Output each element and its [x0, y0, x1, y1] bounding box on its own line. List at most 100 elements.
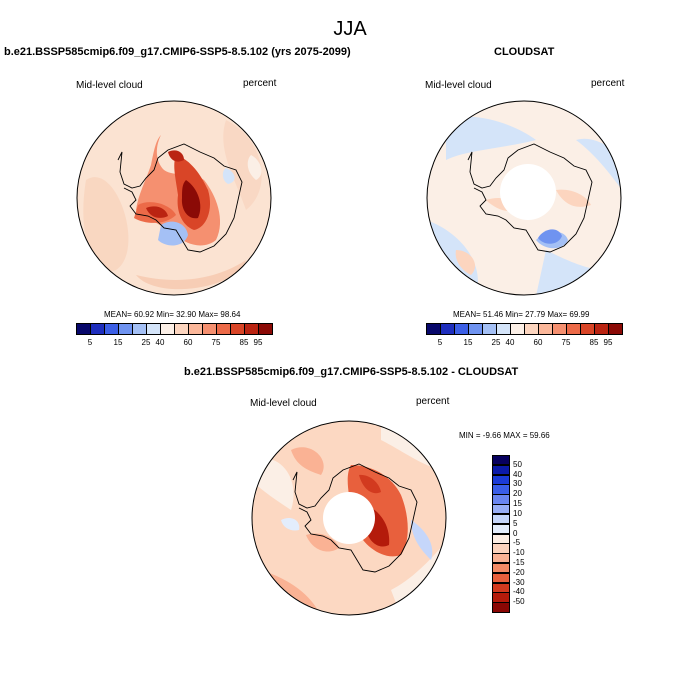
panel3-min-label: MIN =	[459, 431, 481, 440]
panel2-mean-value: 51.46	[483, 310, 504, 319]
panel3-colorbar-tick-label: 30	[513, 479, 522, 489]
panel1-mean-label: MEAN=	[104, 310, 132, 319]
panel3-colorbar-tick-label: 0	[513, 528, 518, 538]
panel3-colorbar-tick-label: 40	[513, 469, 522, 479]
panel3-colorbar-tick-label: -40	[513, 587, 525, 597]
panel3-colorbar-tick-label: -20	[513, 567, 525, 577]
panel1-colorbar-swatch	[174, 323, 189, 335]
panel3-colorbar-swatch	[492, 464, 510, 476]
panel2-colorbar-tick-label: 60	[533, 338, 543, 347]
panel3-variable-label: Mid-level cloud	[250, 398, 317, 409]
panel1-stats: MEAN= 60.92 Min= 32.90 Max= 98.64	[104, 310, 240, 319]
panel1-colorbar-swatch	[146, 323, 161, 335]
panel3-colorbar-swatch	[492, 553, 510, 564]
panel3-max-value: 59.66	[529, 431, 550, 440]
panel1-min-value: 32.90	[176, 310, 197, 319]
panel1-colorbar-labels: 5 15 25 40 60 75 85 95	[76, 338, 272, 350]
panel2-colorbar-swatch	[608, 323, 623, 335]
panel2-min-value: 27.79	[525, 310, 546, 319]
panel1-colorbar-tick-label: 95	[253, 338, 263, 347]
panel1-colorbar-tick-label: 15	[113, 338, 123, 347]
panel3-colorbar-swatch	[492, 484, 510, 495]
panel3-colorbar-swatch	[492, 592, 510, 603]
panel3-units-label: percent	[416, 396, 450, 407]
panel3-colorbar-tick-label: 20	[513, 489, 522, 499]
panel3-colorbar-swatch	[492, 572, 510, 584]
panel1-colorbar-swatch	[76, 323, 91, 335]
panel3-colorbar-swatch	[492, 562, 510, 574]
panel2-colorbar-swatch	[580, 323, 595, 335]
panel3-colorbar-swatch	[492, 513, 510, 525]
panel1-colorbar-tick-label: 40	[155, 338, 165, 347]
panel3-colorbar-swatch	[492, 523, 510, 534]
panel3-colorbar-swatch	[492, 474, 510, 485]
panel3-colorbar-labels: 50 40 30 20 15 10 5 0 -5 -10 -15 -20 -30 -40 -50	[513, 455, 543, 612]
panel1-colorbar	[76, 323, 273, 335]
panel3-colorbar-swatch	[492, 582, 510, 593]
panel3-colorbar-swatch	[492, 504, 510, 515]
panel2-colorbar-tick-label: 40	[505, 338, 515, 347]
panel2-stats: MEAN= 51.46 Min= 27.79 Max= 69.99	[453, 310, 589, 319]
panel1-colorbar-swatch	[230, 323, 245, 335]
panel2-colorbar-tick-label: 25	[491, 338, 501, 347]
panel1-polar-map	[76, 100, 272, 296]
panel3-max-label: MAX =	[503, 431, 528, 440]
panel2-polar-map	[426, 100, 622, 296]
panel3-colorbar-swatch	[492, 533, 510, 544]
panel1-mean-value: 60.92	[134, 310, 155, 319]
panel2-colorbar-swatch	[468, 323, 483, 335]
figure-title: JJA	[333, 18, 367, 40]
panel3-title: b.e21.BSSP585cmip6.f09_g17.CMIP6-SSP5-8.…	[184, 366, 519, 378]
panel3-colorbar-swatch	[492, 543, 510, 554]
panel2-colorbar-swatch	[566, 323, 581, 335]
panel2-colorbar-swatch	[426, 323, 441, 335]
panel2-variable-label: Mid-level cloud	[425, 80, 492, 91]
panel2-colorbar-swatch	[440, 323, 455, 335]
panel3-stats: MIN = -9.66 MAX = 59.66	[459, 431, 550, 440]
panel3-colorbar-tick-label: -5	[513, 538, 521, 548]
panel1-colorbar-swatch	[202, 323, 217, 335]
panel2-colorbar-swatch	[482, 323, 497, 335]
panel3-polar-map	[251, 420, 447, 616]
panel1-max-value: 98.64	[220, 310, 241, 319]
panel1-colorbar-swatch	[104, 323, 119, 335]
panel1-colorbar-swatch	[244, 323, 259, 335]
panel3-min-value: -9.66	[482, 431, 502, 440]
panel2-colorbar-swatch	[594, 323, 609, 335]
panel3-colorbar-tick-label: -10	[513, 548, 525, 558]
panel2-colorbar-swatch	[496, 323, 511, 335]
panel2-colorbar-labels: 5 15 25 40 60 75 85 95	[426, 338, 622, 350]
panel1-colorbar-tick-label: 75	[211, 338, 221, 347]
panel1-colorbar-swatch	[132, 323, 147, 335]
panel2-min-label: Min=	[505, 310, 523, 319]
panel3-colorbar-swatch	[492, 494, 510, 505]
panel3-colorbar-tick-label: -30	[513, 577, 525, 587]
panel1-units-label: percent	[243, 78, 277, 89]
panel1-variable-label: Mid-level cloud	[76, 80, 143, 91]
panel3-colorbar-tick-label: -50	[513, 597, 525, 607]
panel3-colorbar-tick-label: 50	[513, 459, 522, 469]
panel1-title: b.e21.BSSP585cmip6.f09_g17.CMIP6-SSP5-8.…	[4, 46, 351, 58]
panel3-colorbar-swatch	[492, 602, 510, 613]
panel2-title: CLOUDSAT	[494, 46, 555, 58]
panel2-colorbar	[426, 323, 623, 335]
panel1-colorbar-swatch	[118, 323, 133, 335]
panel1-colorbar-tick-label: 25	[141, 338, 151, 347]
panel1-colorbar-swatch	[160, 323, 175, 335]
panel1-max-label: Max=	[198, 310, 219, 319]
panel2-max-value: 69.99	[569, 310, 590, 319]
panel1-colorbar-swatch	[90, 323, 105, 335]
panel1-colorbar-tick-label: 5	[87, 338, 93, 347]
panel2-colorbar-tick-label: 75	[561, 338, 571, 347]
panel1-colorbar-swatch	[216, 323, 231, 335]
panel2-mean-label: MEAN=	[453, 310, 481, 319]
panel2-colorbar-tick-label: 85	[589, 338, 599, 347]
panel2-colorbar-swatch	[552, 323, 567, 335]
panel2-units-label: percent	[591, 78, 625, 89]
panel1-min-label: Min=	[156, 310, 174, 319]
panel2-max-label: Max=	[547, 310, 568, 319]
panel3-colorbar	[492, 455, 510, 613]
panel2-colorbar-swatch	[524, 323, 539, 335]
panel2-colorbar-tick-label: 95	[603, 338, 613, 347]
panel1-colorbar-tick-label: 60	[183, 338, 193, 347]
